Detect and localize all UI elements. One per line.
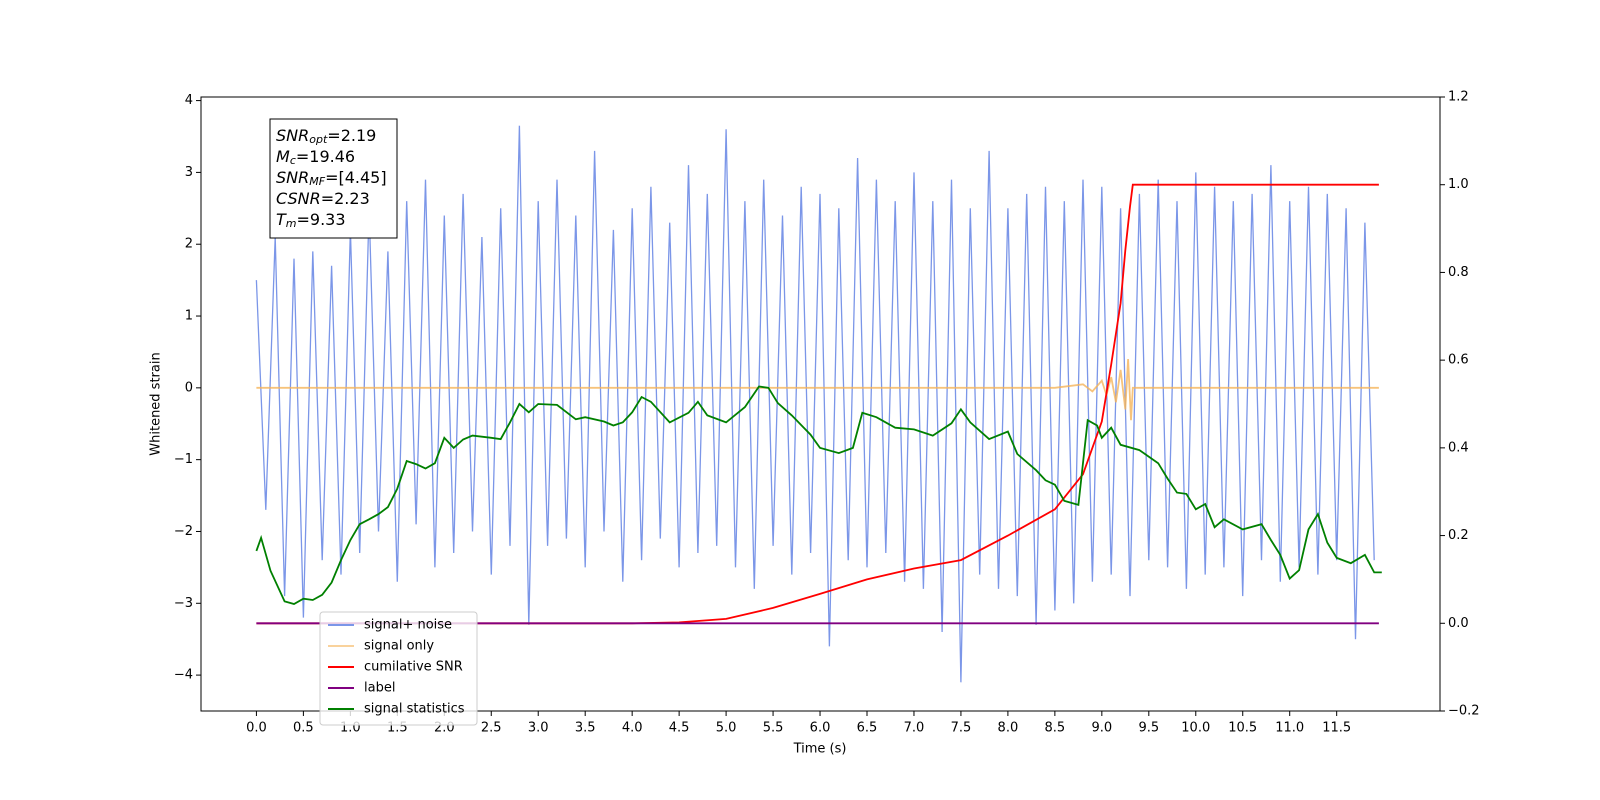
annotation-sub: MF bbox=[309, 175, 325, 188]
legend-label: signal+ noise bbox=[364, 618, 452, 633]
x-axis-label: Time (s) bbox=[793, 742, 847, 757]
y2-tick-label: 0.2 bbox=[1448, 528, 1469, 543]
y2-tick-label: 1.0 bbox=[1448, 177, 1469, 192]
annotation-value: =2.23 bbox=[321, 189, 370, 208]
y-tick-label: 1 bbox=[185, 309, 193, 324]
legend-label: cumilative SNR bbox=[364, 660, 463, 675]
x-tick-label: 3.5 bbox=[575, 721, 596, 736]
annotation-name: SNR bbox=[276, 126, 309, 145]
x-tick-label: 8.0 bbox=[998, 721, 1019, 736]
legend: signal+ noise signal only cumilative SNR la… bbox=[319, 611, 478, 726]
annotation: SNRopt=2.19 bbox=[276, 126, 376, 147]
y2-tick-label: 0.4 bbox=[1448, 440, 1469, 455]
x-tick-label: 4.0 bbox=[622, 721, 643, 736]
y-axis-label: Whitened strain bbox=[149, 352, 164, 455]
x-tick-label: 7.5 bbox=[951, 721, 972, 736]
x-tick-label: 9.5 bbox=[1138, 721, 1159, 736]
annotation-value: =2.19 bbox=[327, 126, 376, 145]
y2-tick-label: −0.2 bbox=[1448, 704, 1480, 719]
legend-label: signal statistics bbox=[364, 702, 465, 717]
x-tick-label: 9.0 bbox=[1091, 721, 1112, 736]
annotation-sub: opt bbox=[309, 133, 328, 146]
annotation-box: SNRopt=2.19Mc=19.46SNRMF=[4.45]CSNR=2.23… bbox=[269, 118, 398, 239]
y-tick-label: 3 bbox=[185, 165, 193, 180]
y2-tick-label: 0.0 bbox=[1448, 616, 1469, 631]
line-series bbox=[255, 385, 1382, 605]
x-tick-label: 0.5 bbox=[293, 721, 314, 736]
annotation-frame bbox=[269, 118, 398, 239]
x-tick-label: 7.0 bbox=[904, 721, 925, 736]
annotation-name: SNR bbox=[276, 168, 309, 187]
legend-label: label bbox=[364, 681, 395, 696]
legend-frame bbox=[319, 611, 478, 726]
annotation-value: =[4.45] bbox=[325, 168, 387, 187]
annotation-value: =9.33 bbox=[297, 210, 346, 229]
line-series bbox=[256, 359, 1379, 421]
x-tick-label: 8.5 bbox=[1045, 721, 1066, 736]
plot-frame bbox=[200, 96, 1441, 712]
x-tick-label: 5.0 bbox=[716, 721, 737, 736]
annotation-name: CSNR bbox=[276, 189, 321, 208]
x-tick-label: 11.5 bbox=[1322, 721, 1351, 736]
y2-tick-label: 0.8 bbox=[1448, 265, 1469, 280]
legend-label: signal only bbox=[364, 639, 434, 654]
annotation-name: T bbox=[276, 210, 287, 229]
x-tick-label: 11.0 bbox=[1275, 721, 1304, 736]
x-tick-label: 5.5 bbox=[763, 721, 784, 736]
y-tick-label: −2 bbox=[174, 524, 193, 539]
y-tick-label: 4 bbox=[185, 93, 193, 108]
line-series bbox=[255, 125, 1375, 683]
y-tick-label: −1 bbox=[174, 452, 193, 467]
x-tick-label: 2.5 bbox=[481, 721, 502, 736]
x-tick-label: 3.0 bbox=[528, 721, 549, 736]
line-series bbox=[256, 183, 1379, 625]
y-tick-label: 2 bbox=[185, 237, 193, 252]
y-tick-label: 0 bbox=[185, 380, 193, 395]
annotation-sub: m bbox=[286, 217, 297, 230]
x-tick-label: 6.0 bbox=[810, 721, 831, 736]
y-tick-label: −3 bbox=[174, 596, 193, 611]
x-tick-label: 10.0 bbox=[1181, 721, 1210, 736]
annotation: CSNR=2.23 bbox=[276, 189, 370, 208]
x-tick-label: 6.5 bbox=[857, 721, 878, 736]
x-tick-label: 4.5 bbox=[669, 721, 690, 736]
x-tick-label: 10.5 bbox=[1228, 721, 1257, 736]
annotation: SNRMF=[4.45] bbox=[276, 168, 387, 189]
y2-tick-label: 0.6 bbox=[1448, 353, 1469, 368]
annotation: Mc=19.46 bbox=[276, 147, 355, 168]
annotation-value: =19.46 bbox=[296, 147, 355, 166]
annotation-sub: c bbox=[290, 154, 296, 167]
y2-tick-label: 1.2 bbox=[1448, 90, 1469, 105]
y-tick-label: −4 bbox=[174, 668, 193, 683]
x-tick-label: 0.0 bbox=[246, 721, 267, 736]
annotation-name: M bbox=[276, 147, 290, 166]
annotation: Tm=9.33 bbox=[276, 210, 346, 231]
